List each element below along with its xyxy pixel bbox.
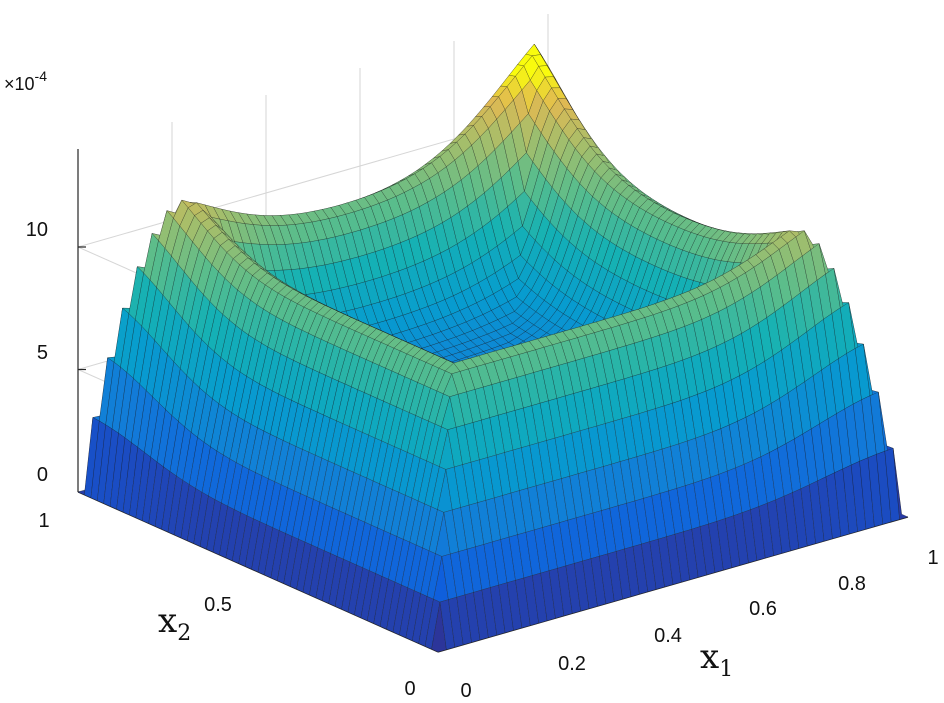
x1-axis-ticks: 0 0.2 0.4 0.6 0.8 1 — [460, 547, 938, 702]
z-tick-label: 0 — [37, 464, 48, 486]
surface-patch — [525, 43, 541, 56]
y-tick-label: 0.5 — [204, 594, 232, 616]
x2-axis-label: x2 — [158, 601, 191, 646]
x2-axis-ticks: 0 0.5 1 — [38, 510, 415, 700]
surface-patch — [893, 448, 909, 520]
z-tick-label: 10 — [26, 219, 48, 241]
x-tick-label: 0.2 — [558, 653, 586, 675]
x-tick-label: 0.8 — [838, 573, 866, 595]
y-tick-label: 0 — [404, 678, 415, 700]
x-tick-label: 1 — [927, 547, 938, 569]
x-tick-label: 0.6 — [749, 598, 777, 620]
x-tick-label: 0.4 — [654, 625, 682, 647]
z-multiplier: ×10-4 — [4, 68, 47, 94]
surface-mesh — [77, 43, 909, 653]
z-axis-ticks: 0 5 10 ×10-4 — [4, 68, 48, 486]
z-tick-label: 5 — [37, 342, 48, 364]
x1-axis-label: x1 — [700, 637, 733, 682]
y-tick-label: 1 — [38, 510, 49, 532]
x-tick-label: 0 — [460, 680, 471, 702]
